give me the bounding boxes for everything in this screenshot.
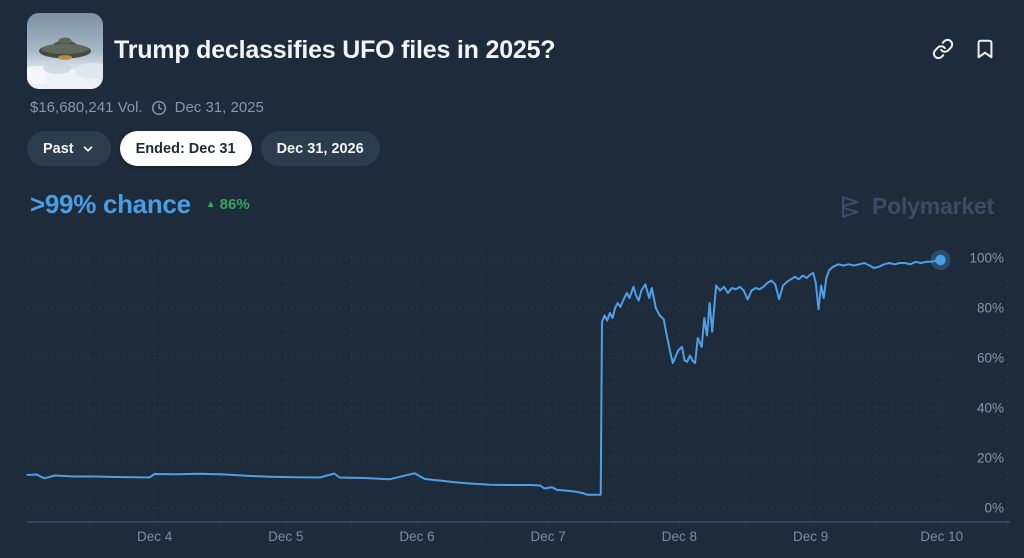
y-tick-label: 40%	[977, 401, 1004, 416]
y-tick-label: 80%	[977, 301, 1004, 316]
chevron-down-icon	[81, 142, 95, 156]
y-tick-label: 100%	[969, 251, 1004, 266]
polymarket-wordmark: Polymarket	[871, 193, 994, 219]
x-tick-label: Dec 8	[662, 529, 697, 544]
price-line	[26, 259, 942, 496]
page-title: Trump declassifies UFO files in 2025?	[114, 36, 556, 64]
y-tick-label: 20%	[977, 451, 1004, 466]
link-icon	[932, 38, 954, 60]
copy-link-button[interactable]	[932, 38, 954, 60]
y-tick-label: 60%	[977, 351, 1004, 366]
polymarket-logo-icon	[837, 194, 863, 220]
market-thumbnail	[27, 13, 103, 89]
bookmark-button[interactable]	[974, 38, 996, 60]
x-tick-label: Dec 7	[531, 529, 566, 544]
end-marker-dot	[935, 254, 946, 266]
x-tick-label: Dec 4	[137, 529, 173, 544]
up-triangle-icon: ▲	[205, 198, 216, 210]
past-dropdown-label: Past	[43, 140, 74, 157]
x-tick-label: Dec 6	[399, 529, 434, 544]
volume-label: $16,680,241 Vol.	[30, 99, 143, 116]
chance-value: >99% chance	[30, 189, 191, 219]
chance-row: >99% chance ▲ 86%	[30, 189, 250, 220]
past-dropdown[interactable]: Past	[27, 131, 111, 166]
x-tick-label: Dec 9	[793, 529, 828, 544]
x-tick-label: Dec 5	[268, 529, 303, 544]
chance-change-value: 86%	[219, 196, 250, 213]
x-tick-label: Dec 10	[920, 529, 963, 544]
end-date-label: Dec 31, 2025	[174, 99, 264, 116]
y-tick-label: 0%	[984, 501, 1004, 516]
market-meta: $16,680,241 Vol. Dec 31, 2025	[30, 99, 264, 116]
bookmark-icon	[977, 39, 993, 59]
dec-31-2026-pill[interactable]: Dec 31, 2026	[260, 131, 380, 166]
timeframe-pills: Past Ended: Dec 31 Dec 31, 2026	[27, 131, 380, 166]
clock-icon	[151, 100, 167, 116]
header-actions	[932, 38, 996, 60]
ufo-image	[27, 13, 103, 89]
ended-dec-31-pill[interactable]: Ended: Dec 31	[119, 131, 252, 166]
polymarket-watermark: Polymarket	[837, 193, 994, 220]
price-chart[interactable]: Dec 4 Dec 5 Dec 6 Dec 7 Dec 8 Dec 9 Dec 10 0% 20…	[0, 243, 1024, 558]
chance-change: ▲ 86%	[206, 196, 250, 213]
